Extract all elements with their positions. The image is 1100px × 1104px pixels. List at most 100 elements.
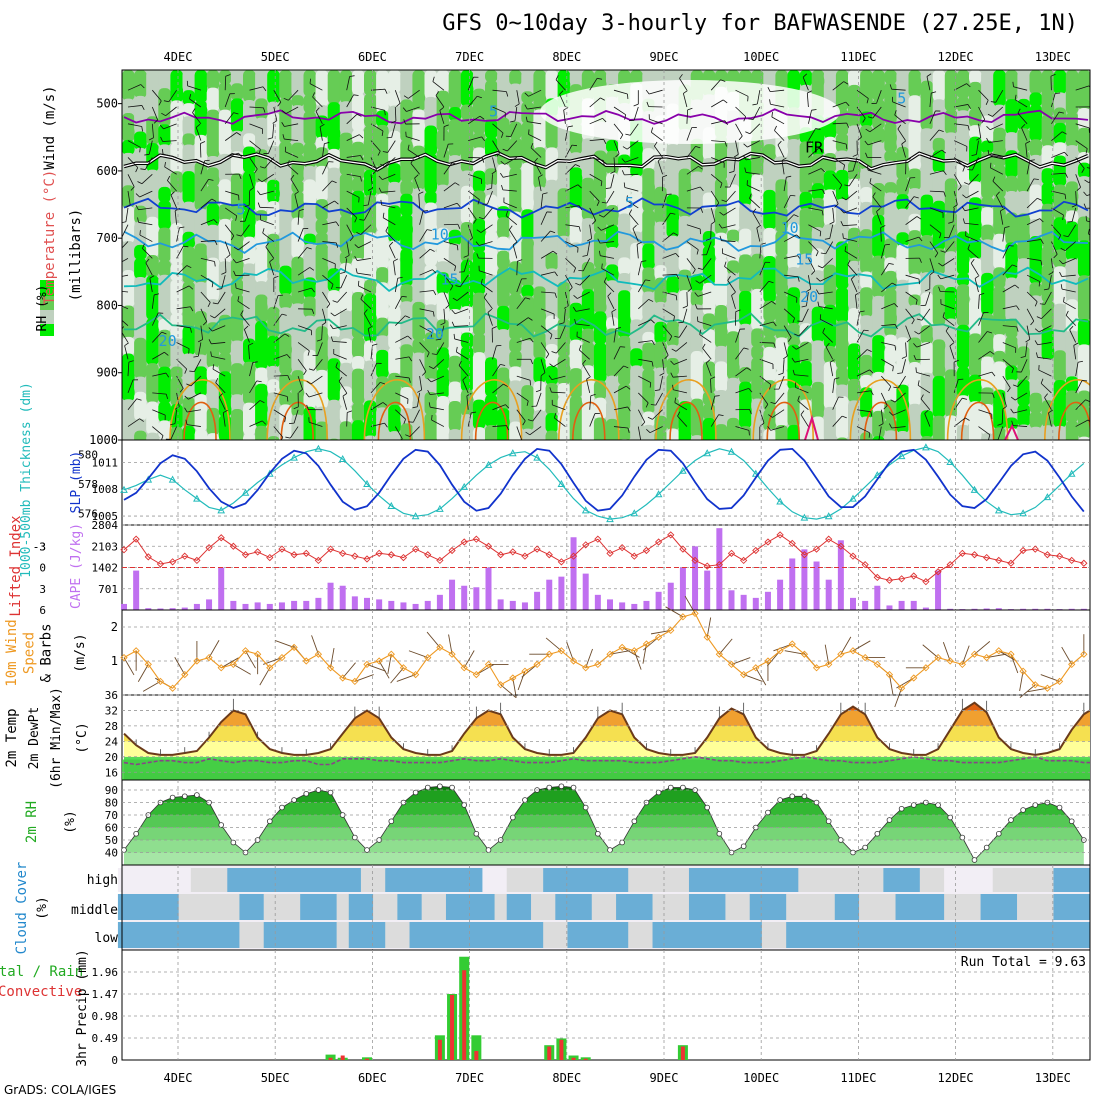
rh-cell: [993, 286, 1006, 336]
rh-cell: [896, 244, 909, 281]
cape-bar: [838, 540, 844, 610]
temp2m-tick: 20: [105, 751, 118, 764]
cloud-cell: [640, 922, 653, 948]
rh2m-point: [826, 819, 831, 824]
rh-cell: [993, 128, 1006, 167]
cloud-cell: [750, 922, 763, 948]
cloud-cell: [337, 868, 350, 892]
cloud-cell: [956, 894, 969, 920]
wind-barb-flag: [916, 367, 917, 372]
rh-cell: [279, 165, 292, 195]
rh-cell: [679, 216, 692, 246]
rh-cell: [170, 427, 183, 466]
rh-cell: [231, 340, 244, 365]
slp-line: [124, 449, 1084, 512]
temp2m-tick: 32: [105, 704, 118, 717]
wind10m-barb: [175, 657, 185, 674]
rh-cell: [473, 293, 486, 336]
rh-cell: [788, 345, 801, 390]
cloud-cell: [191, 922, 204, 948]
rh-cell: [1042, 300, 1055, 330]
rh-cell: [739, 426, 752, 459]
wind10m-barb: [1020, 685, 1035, 698]
rh-cell: [933, 138, 946, 153]
rh-cell: [739, 291, 752, 326]
rh-cell: [134, 431, 147, 469]
rh-cell: [884, 123, 897, 153]
rh2m-unit-line: (%): [63, 810, 78, 833]
wind-barb-flag: [112, 274, 115, 278]
rh2m-point: [450, 785, 455, 790]
rh2m-point: [802, 794, 807, 799]
rh-cell: [170, 171, 183, 194]
rh-cell: [207, 70, 220, 90]
rh-cell: [1054, 249, 1067, 268]
rh-cell: [461, 70, 474, 106]
rh-cell: [473, 333, 486, 354]
cloud-cell: [640, 894, 653, 920]
rh2m-point: [122, 848, 127, 853]
cloud-cell: [130, 922, 143, 948]
rh-cell: [909, 362, 922, 406]
date-label-top: 6DEC: [358, 50, 387, 64]
cloud-cell: [167, 894, 180, 920]
temp2m-label-3: (6hr Min/Max): [49, 687, 64, 789]
rh-cell: [1066, 376, 1079, 392]
rh-cell: [352, 337, 365, 358]
rh-cell: [715, 207, 728, 235]
wind-barb-flag: [114, 250, 119, 252]
cloud-cell: [385, 922, 398, 948]
rh-cell: [521, 340, 534, 357]
cape-bar: [729, 590, 735, 610]
rh-cell: [243, 237, 256, 266]
cloud-cell: [1078, 868, 1090, 892]
rh-cell: [146, 197, 159, 219]
rh2m-point: [608, 848, 613, 853]
rh-cell: [267, 379, 280, 394]
date-label-bottom: 4DEC: [164, 1071, 193, 1085]
rh-cell: [872, 183, 885, 217]
rh-cell: [183, 171, 196, 204]
rh-cell: [1078, 163, 1091, 179]
cloud-cell: [956, 868, 969, 892]
rh-cell: [279, 70, 292, 99]
cloud-cell: [264, 894, 277, 920]
cape-bar: [328, 583, 334, 610]
cloud-cell: [361, 868, 374, 892]
rh2m-point: [595, 831, 600, 836]
cloud-cell: [896, 922, 909, 948]
cloud-cell: [397, 894, 410, 920]
cloud-cell: [883, 894, 896, 920]
wind10m-barb: [501, 685, 516, 698]
rh-cell: [836, 241, 849, 289]
cloud-cell: [859, 922, 872, 948]
cloud-cell: [798, 894, 811, 920]
rh-cell: [340, 70, 353, 103]
rh-cell: [751, 328, 764, 347]
rh-cell: [461, 346, 474, 391]
rh-cell: [1078, 176, 1091, 197]
wind10m-barb: [744, 675, 763, 682]
rh-cell: [1078, 319, 1091, 346]
rh-cell: [824, 137, 837, 155]
rh-cell: [969, 401, 982, 450]
rh-cell: [243, 362, 256, 405]
cloud-cell: [604, 868, 617, 892]
precip-frame: [122, 950, 1090, 1060]
rh-cell: [509, 122, 522, 140]
rh-cell: [328, 244, 341, 271]
rh-cell: [473, 352, 486, 402]
rh-cell: [473, 219, 486, 253]
rh-cell: [606, 280, 619, 308]
rh-cell: [691, 172, 704, 188]
cloud-cell: [373, 922, 386, 948]
pressure-tick: 700: [96, 231, 118, 245]
cape-bar: [279, 602, 285, 610]
cape-bar: [255, 602, 261, 610]
wind10m-label-1: 10m Wind: [4, 619, 20, 686]
rh-cell: [388, 405, 401, 433]
cape-bar: [473, 587, 479, 610]
date-label-top: 12DEC: [938, 50, 974, 64]
rh-cell: [485, 119, 498, 138]
rh-cell: [255, 70, 268, 100]
